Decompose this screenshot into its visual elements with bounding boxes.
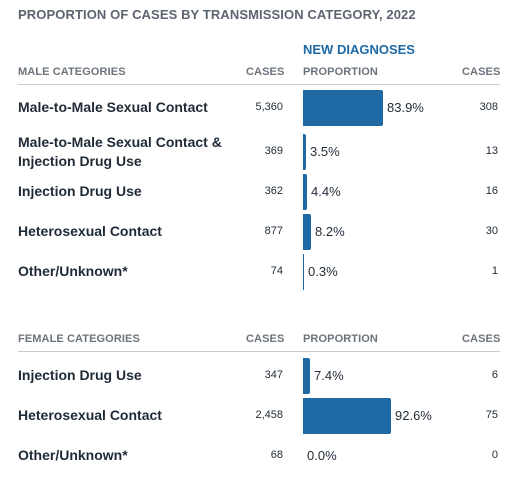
row-label: Other/Unknown* — [18, 447, 128, 463]
new-diagnoses-cases-value: 75 — [485, 409, 498, 421]
chart-title: PROPORTION OF CASES BY TRANSMISSION CATE… — [18, 7, 416, 22]
cases-value: 5,360 — [255, 101, 283, 113]
row-label: Heterosexual Contact — [18, 407, 162, 423]
male-categories-header: MALE CATEGORIES — [18, 66, 126, 78]
new-diagnoses-cases-value: 16 — [485, 185, 498, 197]
proportion-bar — [303, 214, 311, 250]
new-diagnoses-header: NEW DIAGNOSES — [303, 42, 415, 57]
proportion-bar — [303, 134, 306, 170]
cases-value: 74 — [270, 265, 283, 277]
cases-value: 369 — [264, 145, 283, 157]
row-label: Injection Drug Use — [18, 367, 142, 383]
proportion-value: 3.5% — [310, 144, 340, 159]
new-diagnoses-cases-value: 308 — [479, 101, 498, 113]
female-proportion-header: PROPORTION — [303, 333, 378, 345]
row-label: Other/Unknown* — [18, 263, 128, 279]
cases-value: 362 — [264, 185, 283, 197]
proportion-value: 4.4% — [311, 184, 341, 199]
row-label: Male-to-Male Sexual Contact & Injection … — [18, 134, 222, 169]
new-diagnoses-cases-value: 30 — [485, 225, 498, 237]
proportion-value: 83.9% — [387, 100, 424, 115]
cases-value: 877 — [264, 225, 283, 237]
male-header-divider — [18, 84, 500, 85]
proportion-value: 0.0% — [307, 448, 337, 463]
male-proportion-header: PROPORTION — [303, 66, 378, 78]
proportion-value: 8.2% — [315, 224, 345, 239]
proportion-bar — [303, 174, 307, 210]
row-label: Heterosexual Contact — [18, 223, 162, 239]
proportion-bar — [303, 254, 304, 290]
male-cases-header: CASES — [246, 66, 285, 78]
female-cases-header: CASES — [246, 333, 285, 345]
proportion-bar — [303, 358, 310, 394]
male-new-cases-header: CASES — [462, 66, 501, 78]
female-categories-header: FEMALE CATEGORIES — [18, 333, 140, 345]
new-diagnoses-cases-value: 6 — [491, 369, 498, 381]
proportion-bar — [303, 90, 383, 126]
proportion-bar — [303, 398, 391, 434]
cases-value: 347 — [264, 369, 283, 381]
female-header-divider — [18, 351, 500, 352]
new-diagnoses-cases-value: 1 — [491, 265, 498, 277]
row-label: Injection Drug Use — [18, 183, 142, 199]
new-diagnoses-cases-value: 0 — [491, 449, 498, 461]
cases-value: 68 — [270, 449, 283, 461]
proportion-value: 0.3% — [308, 264, 338, 279]
new-diagnoses-cases-value: 13 — [485, 145, 498, 157]
cases-value: 2,458 — [255, 409, 283, 421]
female-new-cases-header: CASES — [462, 333, 501, 345]
row-label: Male-to-Male Sexual Contact — [18, 99, 208, 115]
proportion-value: 7.4% — [314, 368, 344, 383]
proportion-value: 92.6% — [395, 408, 432, 423]
